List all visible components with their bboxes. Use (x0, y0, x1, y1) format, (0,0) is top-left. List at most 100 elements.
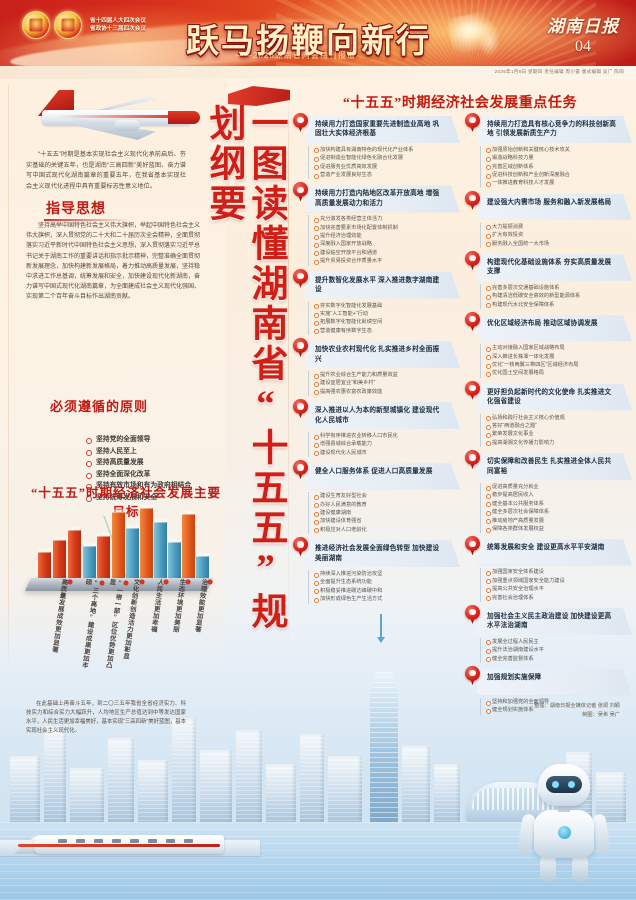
plane-stripe (58, 115, 174, 118)
landmark-tower (370, 672, 398, 822)
chart-bar-top (181, 511, 196, 515)
robot-head (538, 764, 590, 806)
chart-bar (125, 525, 140, 586)
task-card[interactable]: 加强规划实施保障坚持和加强党的全面领导 健全规划实施体系 (465, 666, 632, 715)
building (200, 750, 232, 822)
task-bullet-group: 促进高质量充分就业 稳步提高居民收入 健全基本公共服务体系 健全多层次社会保障体系 推动… (480, 482, 632, 534)
principles-heading: 必须遵循的原则 (50, 399, 149, 414)
chart-bar-top (82, 543, 97, 547)
credits-block: 整理：湖南日报全媒体记者 张颂 刘颖 制图：吴希 吴广 (534, 702, 620, 719)
task-card[interactable]: 切实保障和改善民生 扎实推进全体人民共同富裕促进高质量充分就业 稳步提高居民收入健… (465, 450, 632, 534)
task-card-header[interactable]: 构建现代化基础设施体系 夯实高质量发展支撑 (477, 254, 632, 281)
credit-line: 整理：湖南日报全媒体记者 张颂 刘颖 (534, 703, 620, 709)
header-banner: 省十四届人大四次会议 省政协十三届四次会议 跃马扬鞭向新行 ——2026湖南省两… (0, 0, 636, 66)
building (266, 764, 296, 822)
task-card-header[interactable]: 持续用力打造内陆地区改革开放高地 增强高质量发展动力和活力 (305, 185, 460, 212)
list-item: 坚持高质量发展 (86, 457, 266, 469)
task-bullet-item: 发展全过程人民民主 (486, 638, 632, 646)
task-card-header[interactable]: 更好担负起新时代的文化使命 扎实推进文化强省建设 (477, 384, 632, 411)
building (44, 726, 66, 822)
task-card-header[interactable]: 持续用力打造国家重要先进制造业高地 巩固壮大实体经济根基 (305, 116, 460, 143)
task-card-header[interactable]: 提升数智化发展水平 深入推进数字湖南建设 (305, 272, 460, 299)
building (300, 734, 324, 822)
robot-left-leg (540, 856, 556, 882)
task-card-header[interactable]: 建设强大内需市场 服务和融入新发展格局 (477, 194, 632, 220)
galloping-horse-icon (426, 4, 516, 64)
task-card-title: 优化区域经济布局 推动区域协调发展 (487, 320, 598, 328)
task-card[interactable]: 更好担负起新时代的文化使命 扎实推进文化强省建设 弘扬和践行社会主义核心价值观 答好… (465, 380, 632, 448)
task-card-title: 持续用力打造内陆地区改革开放高地 增强高质量发展动力和活力 (315, 190, 440, 207)
task-bullet-item: 提升农业综合生产能力和质量效益 (314, 371, 460, 379)
task-card[interactable]: 持续用力打造内陆地区改革开放高地 增强高质量发展动力和活力 充分激发各类经营主体活… (293, 182, 460, 266)
airplane-illustration (18, 84, 218, 146)
map-pin-ball (465, 113, 480, 128)
map-pin-ball (293, 113, 308, 128)
task-card-header[interactable]: 优化区域经济布局 推动区域协调发展 (477, 315, 632, 341)
task-bullet-item: 锻造战略科技力量 (486, 154, 632, 163)
task-bullet-item: 加快建设体育强省 (314, 517, 460, 526)
task-card-title: 加快农业农村现代化 扎实推进乡村全面振兴 (315, 346, 440, 363)
task-bullet-group: 大力提振消费 扩大有效投资 服务融入全国统一大市场 (480, 222, 632, 249)
task-bullet-item: 服务融入全国统一大市场 (486, 240, 632, 248)
chart-bar-top (67, 527, 82, 531)
task-card[interactable]: 构建现代化基础设施体系 夯实高质量发展支撑 完善多层次交通基础设施体系 构建清洁低碳… (465, 251, 632, 310)
task-card-header[interactable]: 加强社会主义民主政治建设 加快建设更高水平法治湖南 (477, 608, 632, 635)
task-bullet-item: 提升贸易投资合作质量水平 (314, 257, 460, 266)
task-card[interactable]: 建设强大内需市场 服务和融入新发展格局 大力提振消费 扩大有效投资 服务融入全国统一大… (465, 190, 632, 249)
task-card-title: 提升数智化发展水平 深入推进数字湖南建设 (315, 276, 440, 294)
task-card[interactable]: 加快农业农村现代化 扎实推进乡村全面振兴 提升农业综合生产能力和质量效益 建设宜居宜… (293, 338, 460, 397)
task-bullet-item: 建设生育友好型社会 (314, 492, 460, 501)
plane-engine (114, 120, 140, 131)
task-bullet-group: 弘扬和践行社会主义核心价值观 答好“两道融合之题” 繁荣发展文化事业 提高湖湘文化传播… (480, 413, 632, 448)
task-bullet-item: 加强重点领域国家安全能力建设 (486, 577, 632, 585)
task-card-header[interactable]: 健全人口服务体系 促进人口高质量发展 (305, 463, 460, 489)
task-card[interactable]: 深入推进以人为本的新型城镇化 建设现代化人民城市 科学有序推进农业转移人口市民化增… (293, 399, 460, 458)
task-bullet-item: 繁荣发展文化事业 (486, 430, 632, 439)
task-card-header[interactable]: 加快农业农村现代化 扎实推进乡村全面振兴 (305, 341, 460, 368)
task-bullet-group: 持续深入推进污染防治攻坚 全面提升生态系统功能 积极稳妥推进碳达峰碳中和 加快形成绿色… (308, 570, 460, 604)
task-bullet-list: 大力提振消费 扩大有效投资 服务融入全国统一大市场 (481, 223, 632, 248)
chart-bar (82, 543, 97, 586)
task-card[interactable]: 持续用力打造国家重要先进制造业高地 巩固壮大实体经济根基加快构建具有湖南特色的现… (293, 113, 460, 180)
task-card[interactable]: 加强社会主义民主政治建设 加快建设更高水平法治湖南 发展全过程人民民主 提升法治湖南… (465, 605, 632, 664)
map-pin-ball (465, 251, 480, 267)
task-card-title: 加强社会主义民主政治建设 加快建设更高水平法治湖南 (487, 613, 612, 630)
robot-core-icon (558, 826, 571, 839)
intro-paragraph: “十五五”时期是基本实现社会主义现代化承前启后、夯实基础的关键五年，也是湖南“三… (26, 151, 186, 190)
chart-bar-top (153, 519, 168, 523)
task-card-header[interactable]: 推进经济社会发展全面绿色转型 加快建设美丽湖南 (305, 540, 460, 567)
train-window (112, 839, 121, 843)
task-card-header[interactable]: 持续用力打造具有核心竞争力的科技创新高地 引领发展新质生产力 (477, 116, 632, 143)
task-card[interactable]: 推进经济社会发展全面绿色转型 加快建设美丽湖南持续深入推进污染防治攻坚 全面提升生… (293, 537, 460, 604)
goals-bar-chart (24, 500, 214, 608)
task-card-header[interactable]: 深入推进以人为本的新型城镇化 建设现代化人民城市 (305, 402, 460, 429)
task-card-header[interactable]: 切实保障和改善民生 扎实推进全体人民共同富裕 (477, 453, 632, 480)
map-pin-ball (293, 268, 308, 284)
building (10, 756, 40, 822)
task-card[interactable]: 持续用力打造具有核心竞争力的科技创新高地 引领发展新质生产力加强原始创新和关键核… (465, 113, 632, 188)
task-bullet-list: 加快构建具有湖南特色的现代化产业体系 促进制造业智能化绿色化融合化发展 促进服务业优… (309, 146, 460, 180)
task-bullet-list: 坚持和加强党的全面领导 健全规划实施体系 (481, 698, 632, 715)
tasks-grid: 持续用力打造国家重要先进制造业高地 巩固壮大实体经济根基加快构建具有湖南特色的现… (293, 113, 632, 721)
task-bullet-item: 完善区域创新体系 (486, 163, 632, 171)
task-card[interactable]: 健全人口服务体系 促进人口高质量发展 建设生育友好型社会 办好人民满意的教育 建设健康… (293, 460, 460, 535)
task-card-title: 切实保障和改善民生 扎实推进全体人民共同富裕 (487, 458, 612, 475)
guiding-thought-heading: 指导思想 (44, 198, 130, 221)
map-pin-icon (465, 312, 480, 332)
map-pin-ball (465, 380, 480, 396)
task-card-header[interactable]: 加强规划实施保障 (477, 669, 632, 695)
task-card[interactable]: 统筹发展和安全 建设更高水平平安湖南加强国家安全体系建设 加强重点领域国家安全能力… (465, 536, 632, 603)
task-bullet-item: 拓展数字化智能化就绩空间 (314, 318, 460, 327)
chart-bar (111, 509, 126, 586)
robot-torso (534, 810, 594, 858)
task-card-header[interactable]: 统筹发展和安全 建设更高水平平安湖南 (477, 539, 632, 565)
task-card[interactable]: 优化区域经济布局 推动区域协调发展主动对接融入国家区域战略布局 深入推进长株潭一体… (465, 312, 632, 378)
task-bullet-item: 加强原始创新和关键核心技术攻关 (486, 146, 632, 154)
task-bullet-item: 营造产业发展良好生态 (314, 171, 460, 180)
task-bullet-item: 保障各类群体发展权益 (486, 525, 632, 533)
task-bullet-list: 主动对接融入国家区域战略布局 深入推进长株潭一体化发展 优化“一核两翼三带四区”区域… (481, 344, 632, 378)
task-card[interactable]: 提升数智化发展水平 深入推进数字湖南建设 夯实数字化智能化发展基础 实施“人工智能+… (293, 268, 460, 336)
task-bullet-list: 加强国家安全体系建设 加强重点领域国家安全能力建设 提高公共安全治理水平 完善社会治理… (481, 568, 632, 602)
chart-bar-top (125, 525, 140, 529)
chart-bar (153, 519, 168, 586)
